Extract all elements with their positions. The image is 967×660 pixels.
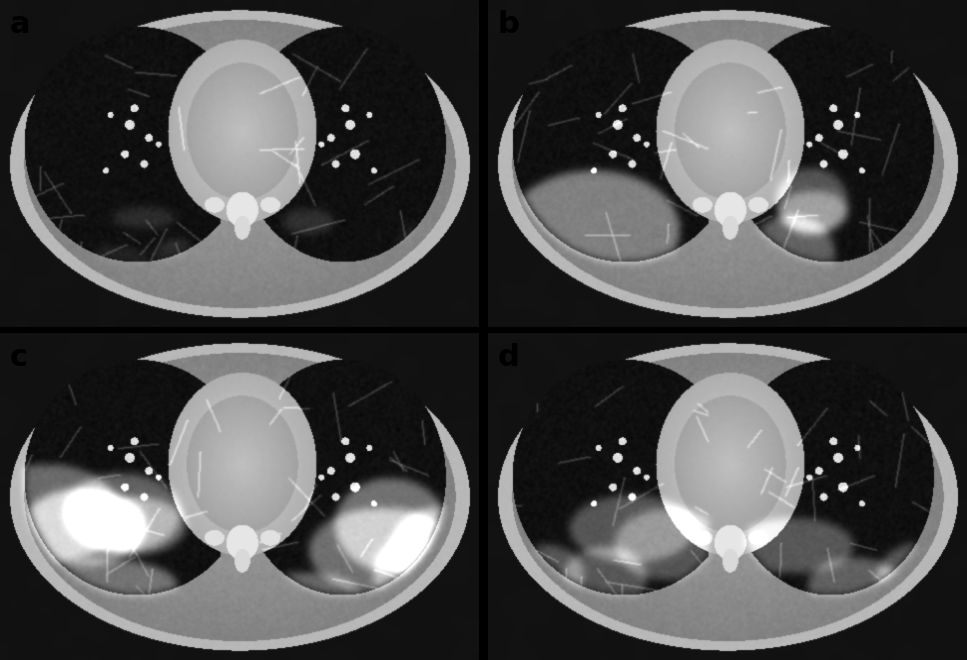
Text: a: a — [10, 10, 30, 39]
Text: c: c — [10, 343, 28, 372]
Text: b: b — [498, 10, 519, 39]
Text: d: d — [498, 343, 519, 372]
